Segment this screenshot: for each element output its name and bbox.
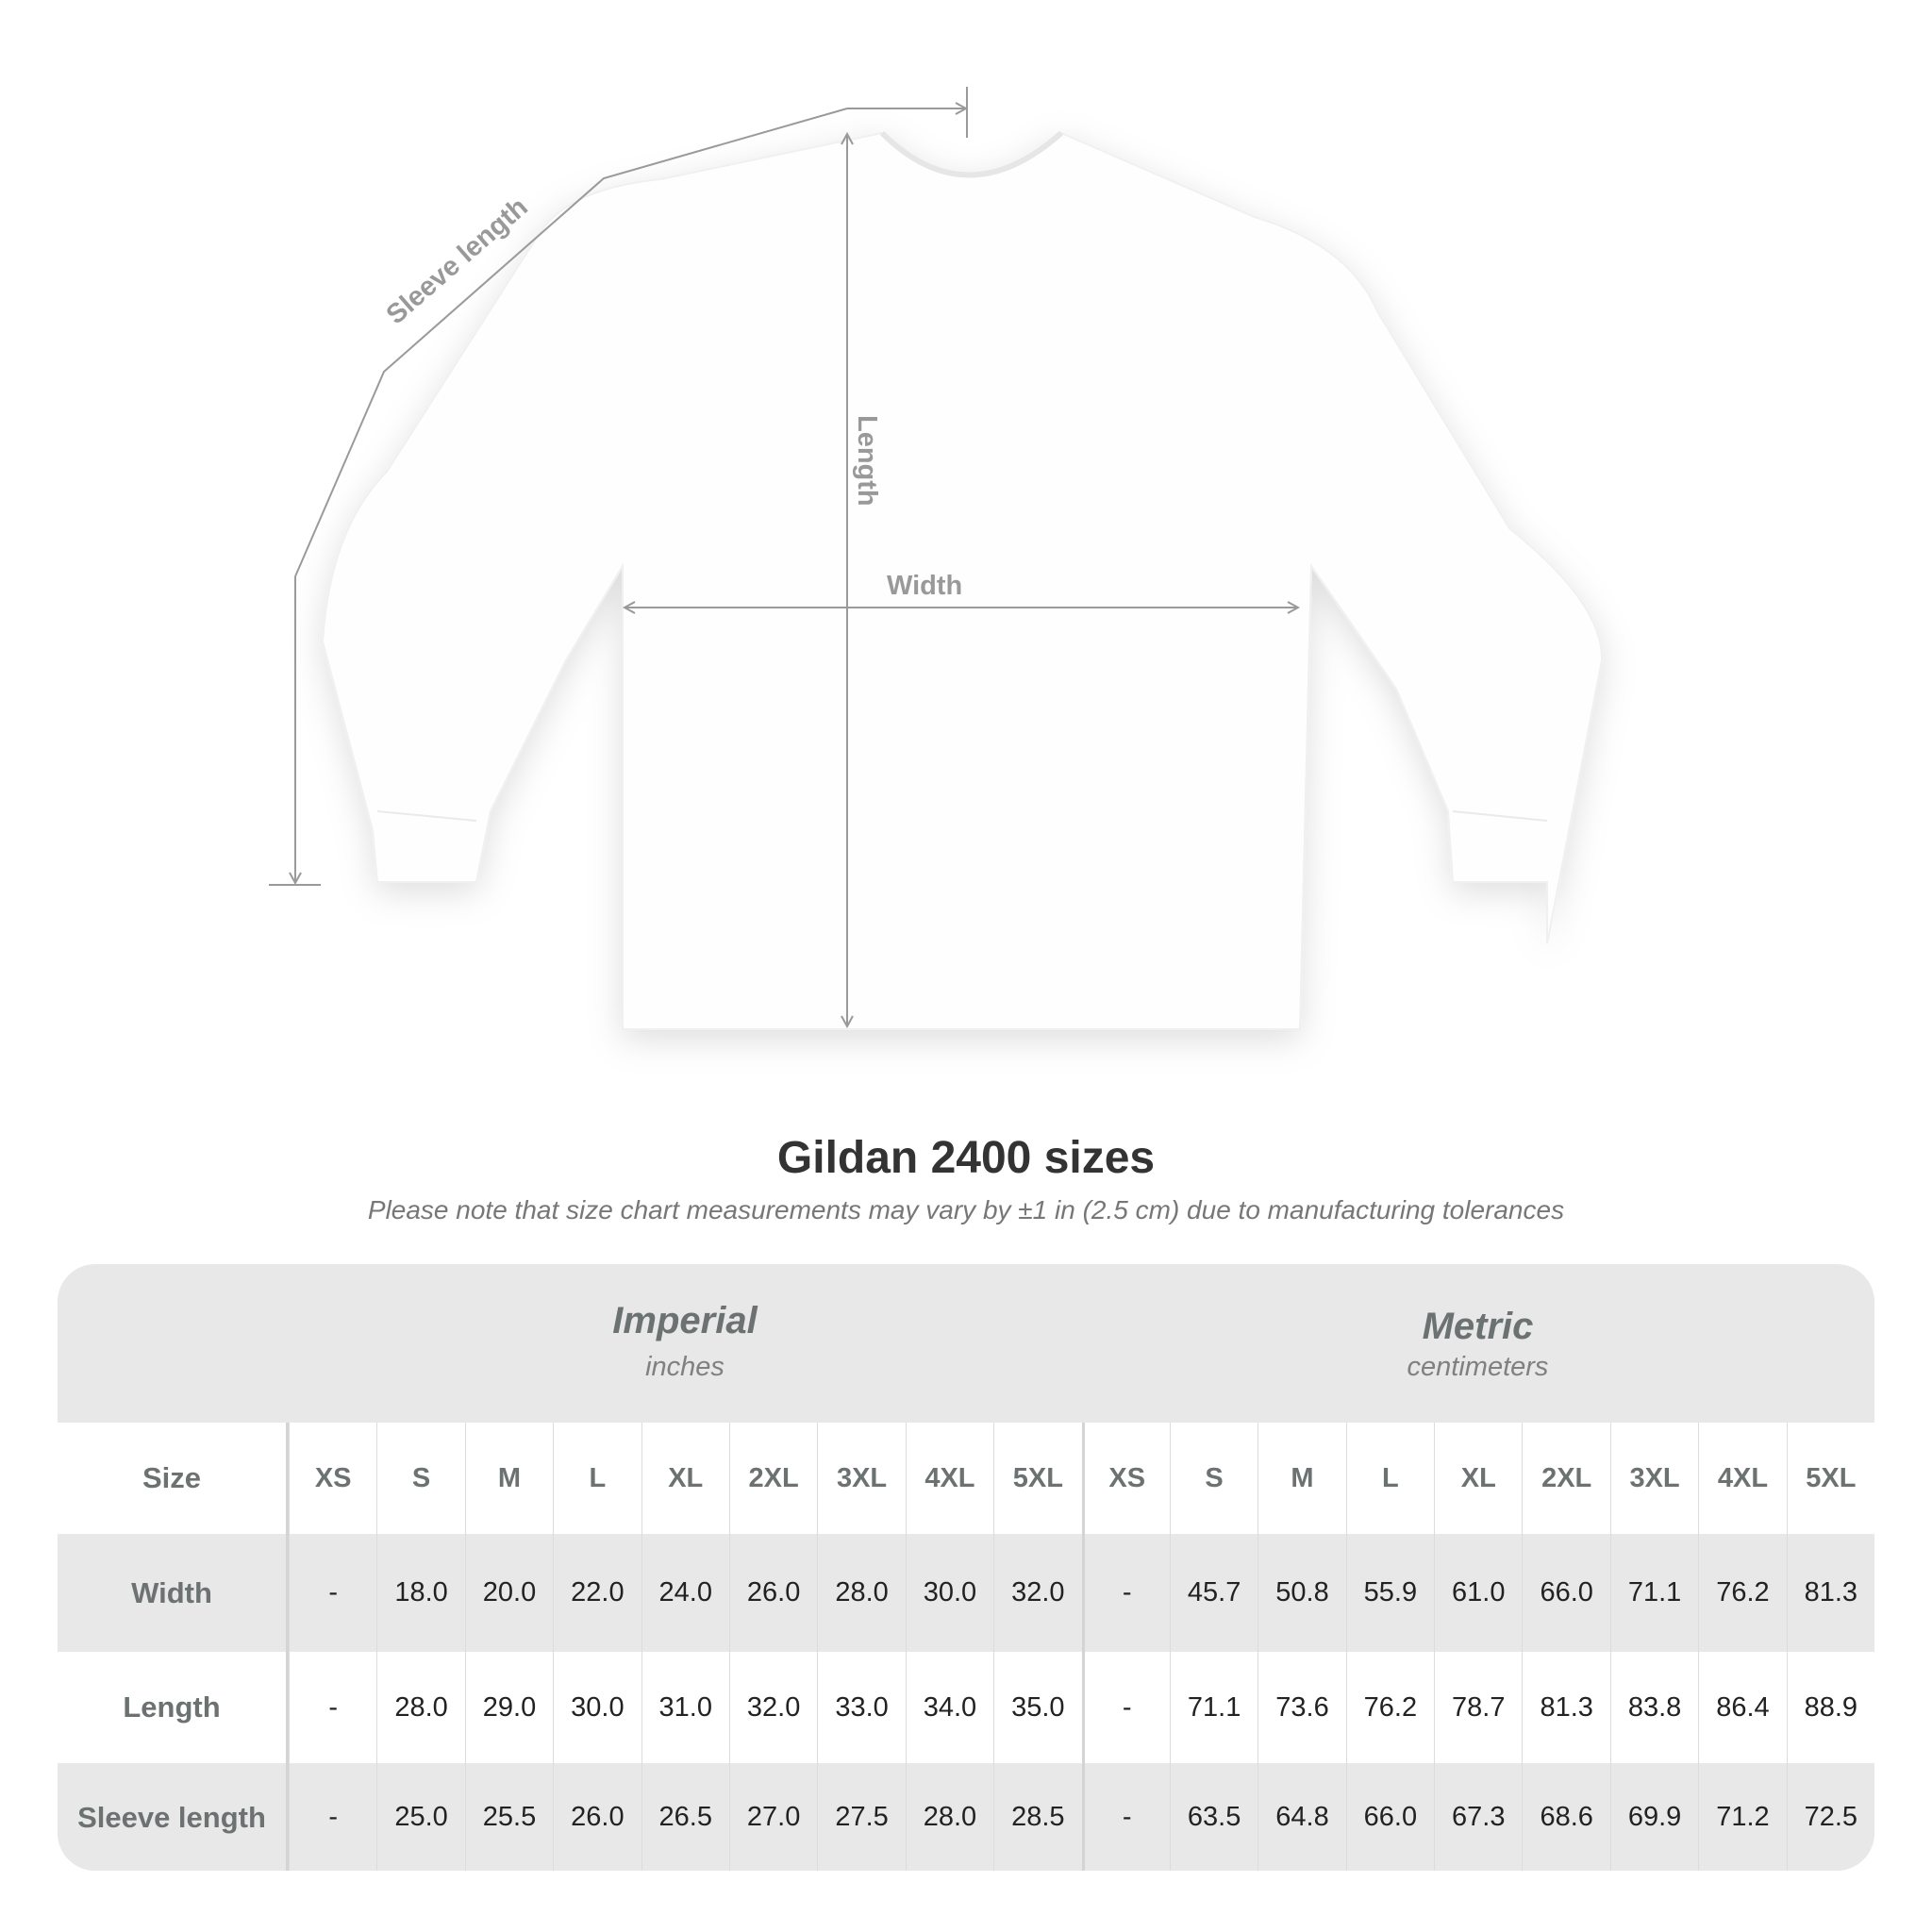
metric-value-cell: 72.5 [1786,1763,1874,1871]
metric-value-cell: 83.8 [1609,1652,1698,1763]
metric-value-cell: 73.6 [1257,1652,1345,1763]
metric-value-cell: 76.2 [1345,1652,1434,1763]
imperial-size-m: M [464,1423,553,1534]
metric-title: Metric [1422,1306,1534,1347]
metric-size-4xl: 4XL [1698,1423,1786,1534]
width-label: Width [887,571,962,601]
imperial-value-cell: 32.0 [728,1652,817,1763]
imperial-value-cell: 26.0 [728,1534,817,1652]
imperial-value-cell: 28.0 [905,1763,993,1871]
metric-size-s: S [1169,1423,1257,1534]
tolerance-note: Please note that size chart measurements… [367,1195,1565,1224]
imperial-value-cell: 26.0 [553,1763,641,1871]
imperial-value-cell: 28.5 [993,1763,1081,1871]
imperial-value-cell: 30.0 [905,1534,993,1652]
metric-value-cell: 45.7 [1169,1534,1257,1652]
metric-value-cell: 78.7 [1434,1652,1522,1763]
table-row: Width -18.0 20.0 22.0 24.0 26.0 28.0 30.0 32.0-4… [58,1534,1874,1652]
imperial-unit: inches [645,1352,724,1382]
imperial-value-cell: 32.0 [993,1534,1081,1652]
imperial-value-cell: 22.0 [553,1534,641,1652]
imperial-value-cell: 28.0 [817,1534,905,1652]
imperial-value-cell: - [289,1652,376,1763]
metric-value-cell: 67.3 [1434,1763,1522,1871]
imperial-value-cell: 35.0 [993,1652,1081,1763]
metric-value-cell: 64.8 [1257,1763,1345,1871]
metric-value-cell: - [1081,1534,1170,1652]
size-table: Imperial inches Metric centimeters Size X… [58,1264,1874,1871]
metric-size-m: M [1257,1423,1345,1534]
imperial-value-cell: 34.0 [905,1652,993,1763]
imperial-title: Imperial [612,1300,758,1341]
imperial-value-cell: 25.0 [376,1763,464,1871]
metric-value-cell: 76.2 [1698,1534,1786,1652]
row-label: Width [58,1534,289,1652]
size-header-row: Size XS S M L XL 2XL 3XL 4XL 5XL XS S M L XL 2XL 3XL 4XL 5… [58,1423,1874,1534]
metric-value-cell: 81.3 [1786,1534,1874,1652]
imperial-size-s: S [376,1423,464,1534]
imperial-value-cell: 29.0 [464,1652,553,1763]
imperial-size-xs: XS [289,1423,376,1534]
metric-value-cell: - [1081,1763,1170,1871]
imperial-value-cell: 27.5 [817,1763,905,1871]
imperial-value-cell: 30.0 [553,1652,641,1763]
imperial-value-cell: 20.0 [464,1534,553,1652]
metric-value-cell: 66.0 [1345,1763,1434,1871]
metric-value-cell: 81.3 [1522,1652,1609,1763]
imperial-header: Imperial inches [289,1264,1081,1423]
size-grid: Size XS S M L XL 2XL 3XL 4XL 5XL XS S M L XL 2XL 3XL 4XL 5… [58,1423,1874,1871]
imperial-value-cell: - [289,1763,376,1871]
imperial-size-4xl: 4XL [905,1423,993,1534]
metric-value-cell: 55.9 [1345,1534,1434,1652]
metric-value-cell: 88.9 [1786,1652,1874,1763]
metric-size-2xl: 2XL [1522,1423,1609,1534]
row-label: Sleeve length [58,1763,289,1871]
imperial-value-cell: 27.0 [728,1763,817,1871]
metric-value-cell: 86.4 [1698,1652,1786,1763]
metric-unit: centimeters [1407,1352,1549,1382]
imperial-size-5xl: 5XL [993,1423,1081,1534]
metric-value-cell: - [1081,1652,1170,1763]
imperial-value-cell: 24.0 [641,1534,729,1652]
imperial-size-l: L [553,1423,641,1534]
imperial-size-3xl: 3XL [817,1423,905,1534]
metric-value-cell: 69.9 [1609,1763,1698,1871]
imperial-size-2xl: 2XL [728,1423,817,1534]
metric-value-cell: 71.1 [1609,1534,1698,1652]
page-title: Gildan 2400 sizes [776,1133,1156,1183]
sleeve-length-line [269,87,968,886]
imperial-size-xl: XL [641,1423,729,1534]
metric-size-5xl: 5XL [1786,1423,1874,1534]
table-row: Sleeve length -25.0 25.5 26.0 26.5 27.0 27.5 28… [58,1763,1874,1871]
metric-size-l: L [1345,1423,1434,1534]
imperial-value-cell: - [289,1534,376,1652]
metric-value-cell: 61.0 [1434,1534,1522,1652]
metric-value-cell: 68.6 [1522,1763,1609,1871]
metric-header: Metric centimeters [1081,1264,1874,1423]
metric-size-xl: XL [1434,1423,1522,1534]
imperial-value-cell: 33.0 [817,1652,905,1763]
imperial-value-cell: 18.0 [376,1534,464,1652]
imperial-value-cell: 31.0 [641,1652,729,1763]
table-row: Length -28.0 29.0 30.0 31.0 32.0 33.0 34.0 35.0-… [58,1652,1874,1763]
metric-size-3xl: 3XL [1609,1423,1698,1534]
metric-size-xs: XS [1081,1423,1170,1534]
metric-value-cell: 71.2 [1698,1763,1786,1871]
imperial-value-cell: 25.5 [464,1763,553,1871]
imperial-value-cell: 28.0 [376,1652,464,1763]
shirt-measurement-diagram: Sleeve length Length Width [269,87,1604,1030]
metric-value-cell: 63.5 [1169,1763,1257,1871]
imperial-value-cell: 26.5 [641,1763,729,1871]
long-sleeve-shirt [321,130,1604,1030]
metric-value-cell: 50.8 [1257,1534,1345,1652]
length-label: Length [852,415,882,507]
metric-value-cell: 66.0 [1522,1534,1609,1652]
row-label: Length [58,1652,289,1763]
metric-value-cell: 71.1 [1169,1652,1257,1763]
size-header-label: Size [58,1423,289,1534]
